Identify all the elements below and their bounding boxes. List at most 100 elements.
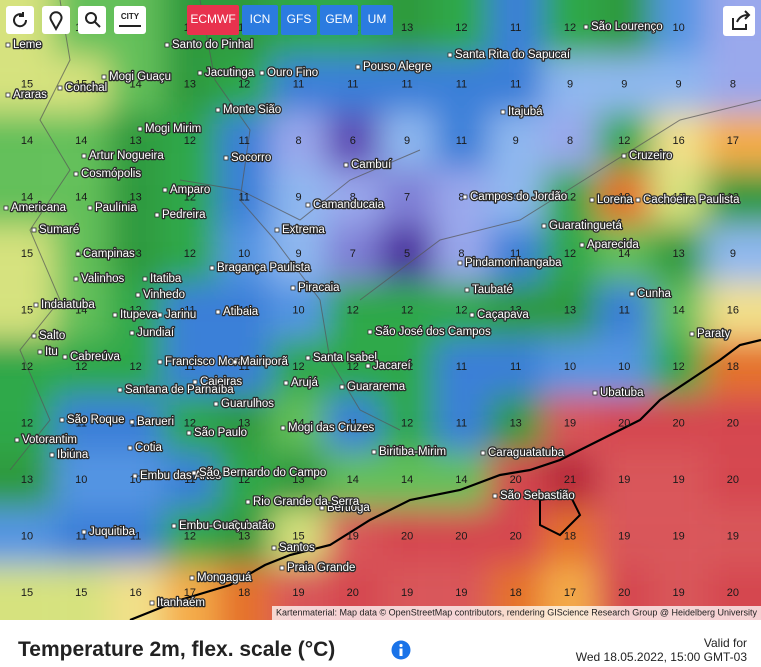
temperature-value: 14 — [401, 474, 413, 486]
city-label: Taubaté — [472, 284, 513, 296]
city-label: Barueri — [137, 416, 174, 428]
toolbar: CITY ECMWF ICN GFS GEM UM — [6, 5, 755, 36]
city-label: Sumaré — [39, 224, 79, 236]
temperature-cell — [651, 225, 706, 283]
city-dot — [3, 205, 9, 211]
temperature-value: 7 — [404, 191, 410, 203]
temperature-value: 11 — [510, 78, 521, 90]
temperature-cell — [597, 338, 652, 396]
city-dot — [157, 312, 163, 318]
temperature-cell — [597, 169, 652, 226]
city-label: Pindamonhangaba — [465, 257, 562, 269]
attribution-bg — [272, 606, 761, 620]
zoom-button[interactable] — [78, 6, 106, 34]
temperature-cell — [651, 0, 706, 57]
temperature-cell — [271, 169, 326, 226]
temperature-cell — [0, 508, 55, 565]
temperature-cell — [54, 112, 109, 170]
temperature-value: 12 — [184, 530, 196, 542]
temperature-cell — [434, 0, 489, 57]
temperature-value: 12 — [238, 78, 250, 90]
model-tab[interactable] — [187, 5, 239, 35]
city-dot — [583, 24, 589, 30]
city-label: São Paulo — [194, 427, 247, 439]
city-label: Cotia — [135, 442, 162, 454]
temperature-value: 11 — [130, 417, 141, 429]
temperature-value: 12 — [292, 361, 304, 373]
temperature-value: 12 — [238, 474, 250, 486]
temperature-value: 10 — [238, 248, 250, 260]
city-dot — [127, 445, 133, 451]
temperature-cell — [54, 56, 109, 113]
temperature-value: 6 — [350, 135, 356, 147]
city-dot — [500, 109, 506, 115]
temperature-cell — [434, 338, 489, 396]
city-label: Cunha — [637, 288, 671, 300]
city-dot — [117, 387, 123, 393]
temperature-cell — [162, 338, 218, 396]
temperature-cell — [705, 451, 761, 509]
city-label: Jarinu — [165, 309, 196, 321]
city-dot — [215, 309, 221, 315]
locate-button[interactable] — [42, 6, 70, 34]
temperature-cell — [108, 338, 163, 396]
temperature-cell — [597, 0, 652, 57]
temperature-cell — [325, 451, 380, 509]
map-canvas: 15 14 14 13 13 12 12 13 12 11 12 13 10 8 15 15 14 13 12 11 1… — [0, 0, 761, 620]
city-label: Itanhaém — [157, 597, 205, 609]
temperature-value: 8 — [295, 135, 301, 147]
city-dot — [129, 419, 135, 425]
info-button[interactable] — [391, 640, 411, 660]
city-dot — [59, 417, 65, 423]
city-dot — [135, 292, 141, 298]
temperature-cell — [488, 56, 543, 113]
temperature-value: 19 — [618, 530, 630, 542]
share-button[interactable] — [723, 6, 755, 36]
city-label: Itajubá — [508, 106, 543, 118]
temperature-value: 19 — [401, 587, 413, 599]
model-tab[interactable] — [281, 5, 317, 35]
city-dot — [689, 331, 695, 337]
temperature-value: 14 — [618, 248, 630, 260]
zoom-icon — [85, 12, 97, 24]
temperature-value: 18 — [238, 587, 250, 599]
temperature-cell — [108, 508, 163, 565]
temperature-cell — [542, 282, 598, 339]
temperature-value: 10 — [672, 22, 684, 34]
temperature-value: 10 — [292, 304, 304, 316]
temperature-cell — [108, 169, 163, 226]
temperature-value: 17 — [184, 587, 196, 599]
temperature-value: 16 — [727, 304, 739, 316]
model-tab[interactable] — [242, 5, 278, 35]
city-dot — [343, 162, 349, 168]
temperature-cell — [379, 225, 435, 283]
temperature-cell — [434, 508, 489, 565]
city-label: Rio Grande da Serra — [253, 496, 360, 508]
city-label: Jundiaí — [137, 327, 175, 339]
city-dot — [73, 171, 79, 177]
temperature-value: 11 — [510, 361, 521, 373]
city-label: Indaiatuba — [41, 299, 95, 311]
city-dot — [209, 265, 215, 271]
temperature-cell — [488, 112, 543, 170]
model-tab[interactable] — [320, 5, 358, 35]
temperature-cell — [0, 564, 55, 620]
temperature-value: 9 — [730, 248, 736, 260]
city-label: Cosmópolis — [81, 168, 141, 180]
city-dot — [280, 425, 286, 431]
city-dot — [75, 251, 81, 257]
temperature-value: 9 — [676, 78, 682, 90]
footer: Temperature 2m, flex. scale (°C) Valid f… — [0, 620, 761, 667]
city-label: Biritiba-Mirim — [379, 446, 446, 458]
temperature-value: 14 — [347, 474, 359, 486]
refresh-button[interactable] — [6, 6, 34, 34]
temperature-value: 15 — [21, 248, 33, 260]
city-dot — [259, 70, 265, 76]
temperature-value: 14 — [75, 135, 87, 147]
model-tab[interactable] — [361, 5, 393, 35]
city-label: Piracaia — [298, 282, 340, 294]
temperature-value: 12 — [401, 304, 413, 316]
temperature-cell — [271, 56, 326, 113]
temperature-value: 14 — [129, 78, 141, 90]
temperature-value: 15 — [672, 191, 684, 203]
